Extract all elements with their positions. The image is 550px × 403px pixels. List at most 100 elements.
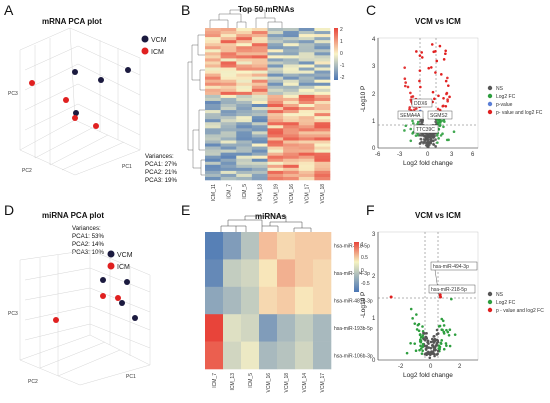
- heatmap-cell: [314, 88, 331, 93]
- volcano-point: [415, 328, 419, 331]
- volcano-point: [437, 325, 441, 328]
- heatmap-cell: [314, 43, 331, 47]
- heatmap-cell: [314, 67, 331, 71]
- heatmap-cell: [314, 107, 331, 111]
- volcano-point: [423, 139, 427, 142]
- heatmap-cell: [236, 155, 253, 160]
- heatmap-cell: [298, 104, 315, 108]
- panel-c-title: VCM vs ICM: [415, 17, 461, 26]
- heatmap-cell: [298, 128, 315, 132]
- heatmap-cell: [205, 134, 221, 138]
- volcano-point: [416, 120, 420, 124]
- column-label: VCM_17: [305, 184, 311, 204]
- legend-marker-ns: [487, 85, 493, 91]
- heatmap-cell: [251, 49, 268, 53]
- legend-marker-icm: [141, 47, 149, 55]
- row-label: hsa-miR-487b-3p: [334, 299, 373, 305]
- heatmap-cell: [236, 70, 253, 74]
- legend-label-both: p- value and log2 FC: [496, 110, 543, 116]
- variances-title: Variances:: [72, 225, 101, 232]
- volcano-point: [406, 85, 410, 89]
- legend-marker-log2fc: [487, 93, 493, 99]
- volcano-point: [418, 79, 421, 83]
- heatmap-cell: [236, 107, 253, 111]
- volcano-point: [418, 340, 422, 343]
- heatmap-cell: [314, 49, 331, 53]
- heatmap-cell: [283, 43, 300, 47]
- y-tick: 3: [372, 64, 376, 70]
- heatmap-cell: [267, 73, 284, 77]
- heatmap-cell: [236, 173, 253, 178]
- heatmap-cells: [205, 232, 332, 370]
- heatmap-cell: [251, 94, 268, 99]
- heatmap-cell: [267, 100, 284, 105]
- column-label: ICM_5: [248, 373, 254, 388]
- heatmap-cell: [236, 97, 253, 102]
- legend-label-vcm: VCM: [117, 252, 133, 259]
- heatmap-cell: [205, 107, 221, 111]
- volcano-point: [438, 120, 442, 124]
- heatmap-cell: [220, 28, 237, 32]
- y-tick: 3: [372, 232, 376, 238]
- volcano-point: [423, 332, 426, 335]
- heatmap-cell: [283, 91, 300, 96]
- heatmap-cell: [267, 61, 284, 65]
- heatmap-cell: [267, 152, 284, 156]
- volcano-point: [442, 324, 446, 327]
- heatmap-cell: [283, 79, 300, 84]
- volcano-point: [419, 85, 422, 89]
- x-axis-label: Log2 fold change: [403, 160, 453, 167]
- heatmap-cell: [298, 164, 315, 169]
- heatmap-cell: [314, 164, 331, 169]
- heatmap-cell: [267, 91, 284, 96]
- heatmap-cell: [251, 119, 268, 123]
- legend-label-icm: ICM: [151, 49, 164, 56]
- mirna-label-494: hsa-miR-494-3p: [433, 264, 469, 270]
- heatmap-cell: [283, 152, 300, 156]
- volcano-point: [418, 133, 422, 137]
- heatmap-cell: [220, 67, 237, 71]
- x-tick: 6: [471, 152, 475, 158]
- volcano-point: [446, 330, 450, 334]
- heatmap-cell: [298, 161, 315, 166]
- volcano-point: [442, 347, 446, 351]
- pca-point-vcm: [125, 67, 131, 73]
- heatmap-cell: [295, 286, 314, 315]
- heatmap-cell: [251, 128, 268, 132]
- heatmap-cell: [314, 149, 331, 153]
- heatmap-cell: [267, 131, 284, 135]
- variance-pca3: PCA3: 19%: [145, 177, 177, 184]
- volcano-point: [409, 91, 412, 95]
- volcano-point: [404, 124, 408, 128]
- volcano-point: [436, 339, 439, 342]
- colorbar: [354, 242, 359, 292]
- volcano-point: [421, 121, 424, 124]
- heatmap-cell: [220, 100, 237, 105]
- heatmap-cell: [251, 110, 268, 114]
- heatmap-cell: [267, 97, 284, 102]
- heatmap-cell: [205, 34, 221, 38]
- heatmap-cell: [267, 88, 284, 93]
- volcano-point: [430, 43, 434, 46]
- heatmap-cell: [298, 82, 315, 87]
- heatmap-cell: [236, 110, 253, 114]
- heatmap-cell: [205, 314, 224, 342]
- heatmap-cell: [267, 110, 284, 114]
- heatmap-cell: [298, 94, 315, 99]
- volcano-point: [426, 339, 430, 343]
- legend-marker-icm: [107, 262, 115, 270]
- volcano-point: [428, 135, 432, 139]
- heatmap-cell: [205, 61, 221, 65]
- panel-letter-c: C: [366, 2, 377, 18]
- heatmap-cell: [236, 125, 253, 129]
- heatmap-cell: [251, 79, 268, 84]
- volcano-point: [433, 354, 436, 358]
- heatmap-cell: [314, 104, 331, 108]
- heatmap-cell: [220, 164, 237, 169]
- volcano-point: [429, 340, 433, 344]
- axis-label-pc1: PC1: [122, 164, 132, 170]
- heatmap-cell: [205, 91, 221, 96]
- heatmap-cell: [251, 37, 268, 41]
- heatmap-cell: [314, 128, 331, 132]
- volcano-point: [441, 104, 445, 108]
